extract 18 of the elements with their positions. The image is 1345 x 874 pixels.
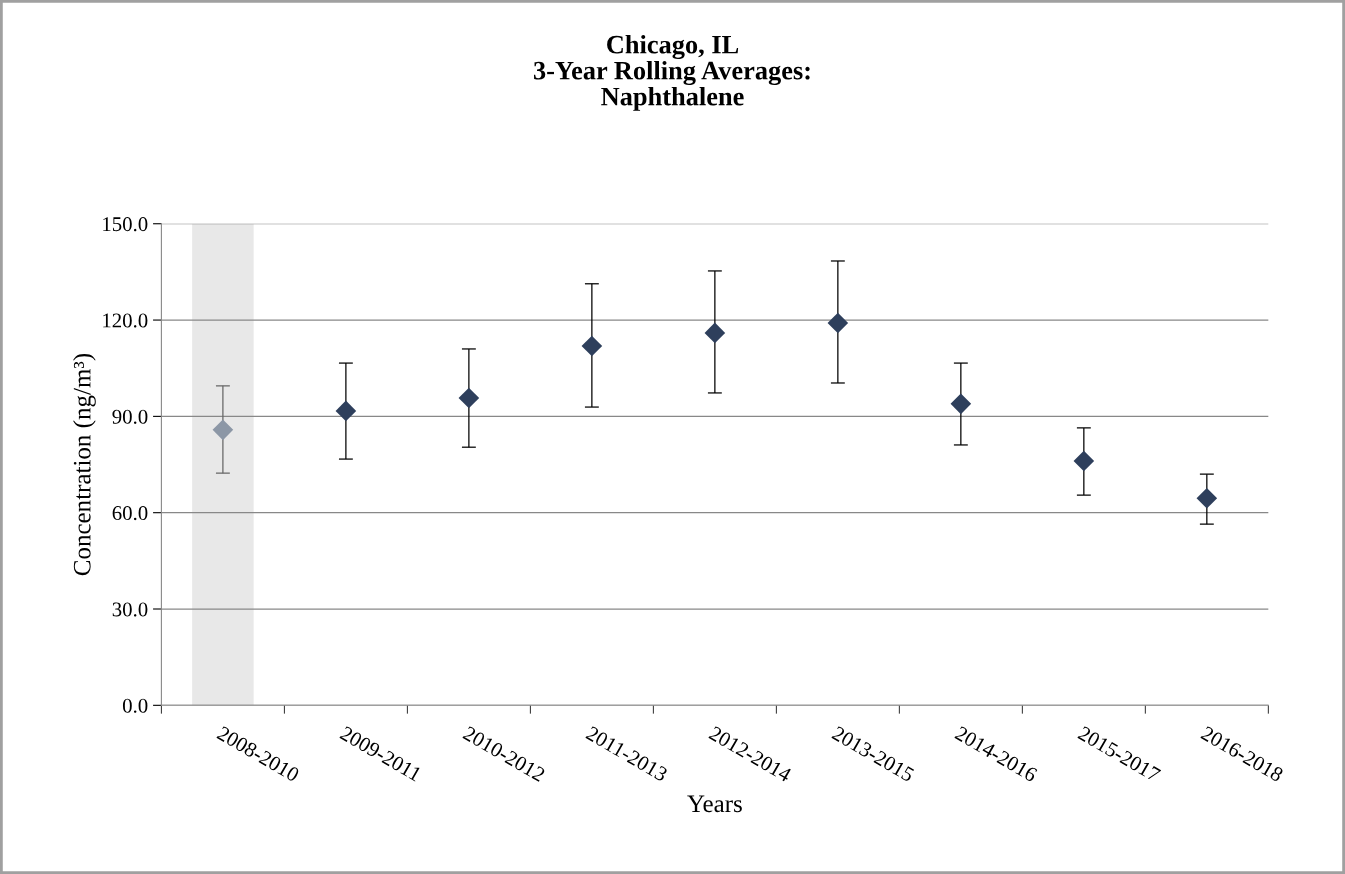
y-tick-label: 30.0	[112, 602, 148, 617]
x-axis-title: Years	[687, 795, 742, 813]
point	[335, 400, 357, 422]
point	[212, 419, 234, 441]
chart-title: Chicago, IL 3-Year Rolling Averages: Naphthalene	[533, 34, 810, 111]
y-tick-label: 90.0	[112, 409, 148, 424]
point	[704, 322, 726, 344]
y-axis-title: Concentration (ng/m³)	[73, 353, 96, 576]
y-tick-label: 60.0	[112, 506, 148, 521]
point	[827, 312, 849, 334]
y-tick-label: 150.0	[103, 217, 148, 232]
y-tick-label: 120.0	[103, 313, 148, 328]
point	[458, 387, 480, 409]
point	[1196, 487, 1218, 509]
point	[950, 393, 972, 415]
point	[1073, 450, 1095, 472]
y-tick-label: 0.0	[122, 698, 148, 713]
point	[581, 335, 603, 357]
